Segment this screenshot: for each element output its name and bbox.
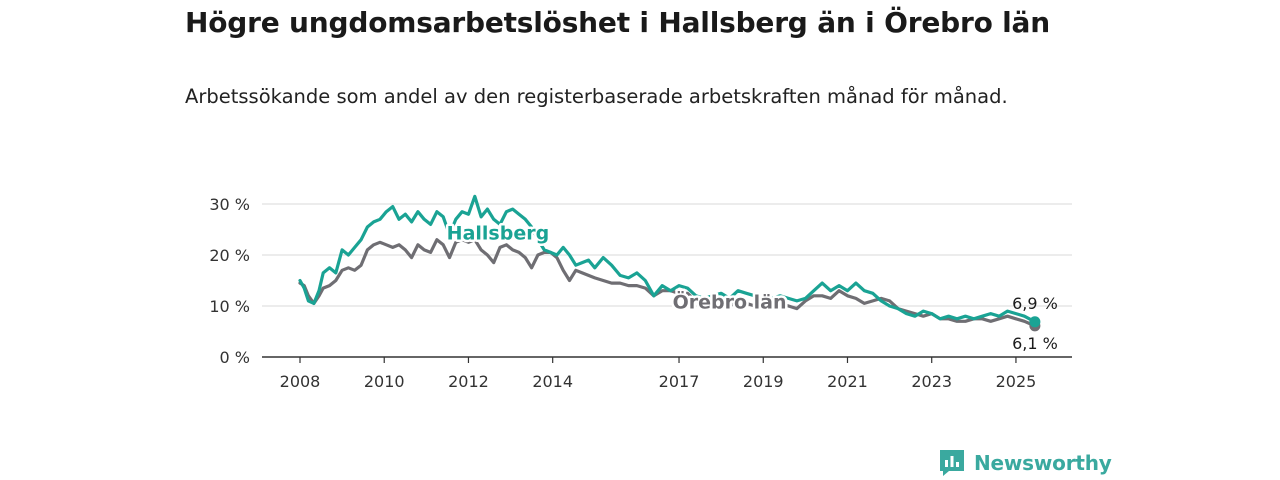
newsworthy-logo: Newsworthy xyxy=(938,448,1112,478)
y-tick-label: 10 % xyxy=(209,297,250,316)
x-axis-ticks: 2008 2010 2012 2014 2017 2019 2021 2023 2025 xyxy=(280,357,1037,391)
brand-name: Newsworthy xyxy=(974,451,1112,475)
x-tick-label: 2014 xyxy=(532,372,573,391)
y-tick-label: 20 % xyxy=(209,246,250,265)
x-tick-label: 2017 xyxy=(659,372,700,391)
x-tick-label: 2025 xyxy=(996,372,1037,391)
y-tick-label: 30 % xyxy=(209,195,250,214)
end-point-hallsberg xyxy=(1029,316,1041,328)
series-labels: 6,9 % 6,1 % Hallsberg Örebro län xyxy=(444,220,1058,353)
end-label-hallsberg: 6,9 % xyxy=(1012,294,1058,313)
y-axis-ticks: 0 % 10 % 20 % 30 % xyxy=(209,195,250,367)
series-lines xyxy=(298,194,1041,332)
x-tick-label: 2008 xyxy=(280,372,321,391)
series-line-orebro-lan xyxy=(298,238,1037,328)
x-tick-label: 2012 xyxy=(448,372,489,391)
gridlines xyxy=(262,203,1072,358)
chart-subtitle: Arbetssökande som andel av den registerb… xyxy=(185,85,1008,108)
y-tick-label: 0 % xyxy=(220,348,250,367)
x-tick-label: 2010 xyxy=(364,372,405,391)
series-line-hallsberg xyxy=(298,194,1037,324)
series-label-orebro-lan: Örebro län xyxy=(673,290,787,314)
chart-title: Högre ungdomsarbetslöshet i Hallsberg än… xyxy=(185,6,1050,39)
end-label-orebro-lan: 6,1 % xyxy=(1012,334,1058,353)
x-tick-label: 2021 xyxy=(827,372,868,391)
line-chart: 0 % 10 % 20 % 30 % 2008 2010 2012 2014 2017 2019… xyxy=(209,194,1072,391)
newsworthy-logo-icon xyxy=(940,450,964,476)
x-tick-label: 2023 xyxy=(911,372,952,391)
series-label-hallsberg: Hallsberg xyxy=(447,223,550,245)
x-tick-label: 2019 xyxy=(743,372,784,391)
